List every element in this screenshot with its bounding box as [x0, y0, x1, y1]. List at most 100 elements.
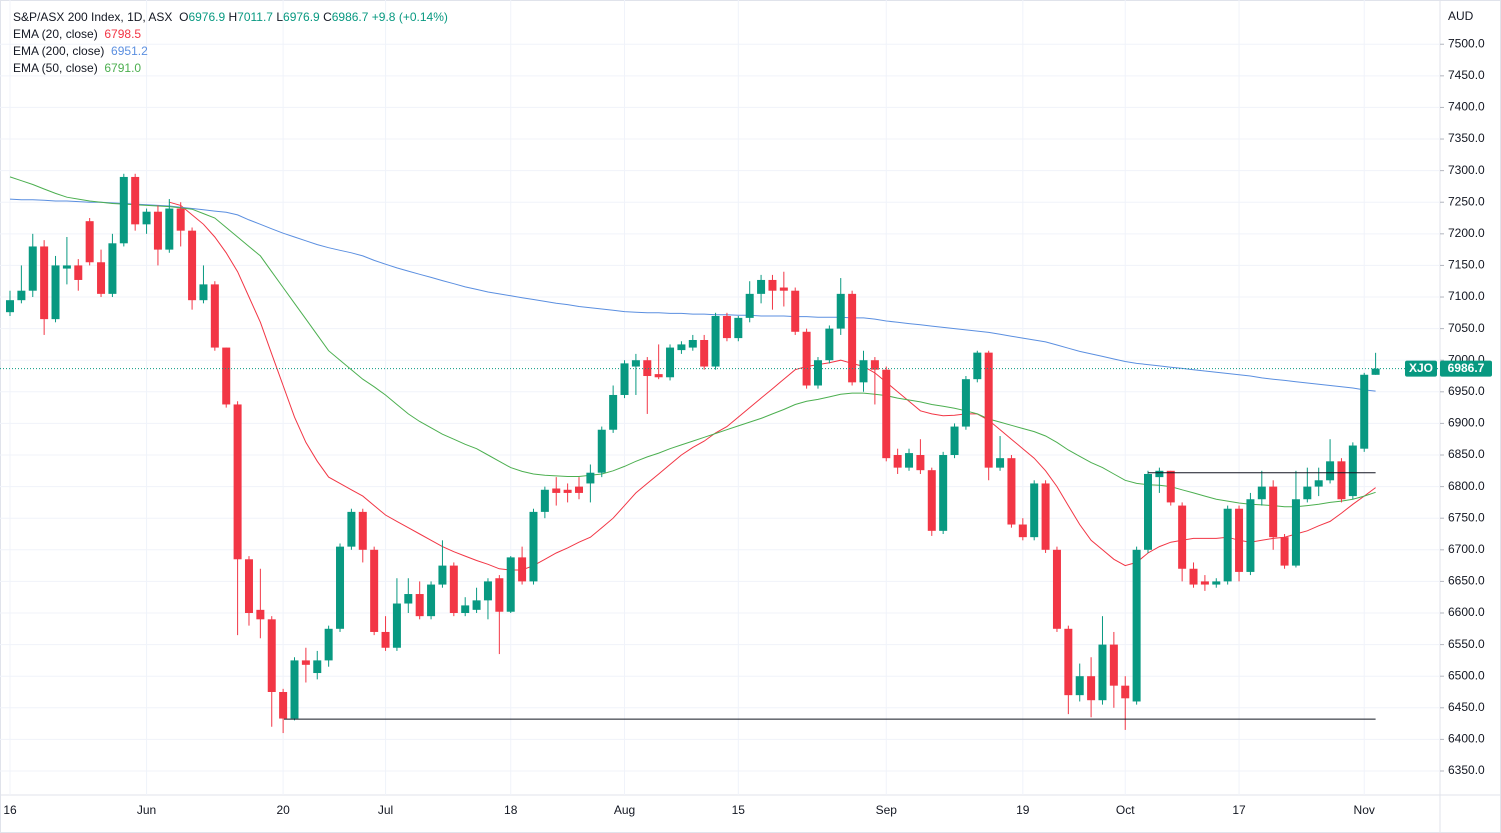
candle-body	[404, 594, 413, 604]
candle-body	[85, 221, 94, 263]
x-tick-label: Oct	[1116, 803, 1135, 817]
candle-body	[1291, 499, 1300, 566]
candle-body	[563, 489, 572, 493]
currency-label: AUD	[1448, 9, 1474, 23]
y-tick-label: 6750.0	[1448, 510, 1485, 524]
indicator-legend: EMA (20, close) 6798.5 EMA (200, close) 6…	[13, 26, 448, 77]
candle-body	[449, 565, 458, 613]
candle-body	[461, 605, 470, 613]
candle-body	[609, 394, 618, 430]
candle-body	[654, 374, 663, 378]
y-tick-label: 7050.0	[1448, 321, 1485, 335]
legend-entry: EMA (50, close) 6791.0	[13, 60, 448, 77]
candle-body	[836, 293, 845, 329]
candle-body	[1360, 374, 1369, 449]
candle-body	[620, 363, 629, 395]
candle-body	[1246, 499, 1255, 572]
candle-body	[267, 619, 276, 692]
candle-body	[324, 628, 333, 661]
candle-body	[1030, 483, 1039, 538]
candle-body	[882, 369, 891, 459]
candle-body	[97, 262, 106, 294]
candle-body	[108, 243, 117, 294]
quote: O6976.9 H7011.7 L6976.9 C6986.7	[179, 10, 372, 24]
chart-title: S&P/ASX 200 Index, 1D, ASX	[13, 10, 173, 24]
candle-body	[51, 265, 60, 320]
candle-body	[711, 315, 720, 367]
y-tick-label: 7100.0	[1448, 289, 1485, 303]
candle-body	[199, 284, 208, 301]
y-tick-label: 6450.0	[1448, 700, 1485, 714]
x-tick-label: 19	[1016, 803, 1030, 817]
quote-key: C	[323, 10, 332, 24]
quote-value: 7011.7	[237, 10, 273, 24]
candle-body	[575, 486, 583, 493]
candle-body	[1098, 644, 1107, 701]
x-tick-label: Sep	[876, 803, 898, 817]
y-tick-label: 6700.0	[1448, 542, 1485, 556]
y-tick-label: 6600.0	[1448, 605, 1485, 619]
candle-body	[1371, 368, 1380, 375]
x-tick-label: Nov	[1354, 803, 1375, 817]
candle-body	[518, 557, 527, 582]
candle-body	[1235, 508, 1244, 572]
candle-body	[1200, 581, 1209, 585]
candle-body	[1155, 470, 1164, 478]
y-tick-label: 7200.0	[1448, 226, 1485, 240]
y-tick-label: 6850.0	[1448, 447, 1485, 461]
candle-body	[734, 317, 743, 339]
candle-body	[438, 565, 447, 585]
candle-body	[950, 426, 959, 456]
candle-body	[757, 279, 766, 294]
symbol-label: XJO	[1409, 361, 1433, 375]
candle-body	[745, 293, 754, 318]
candle-body	[17, 290, 26, 301]
candle-body	[279, 691, 288, 719]
candle-body	[1314, 480, 1323, 487]
legend-value: 6798.5	[104, 27, 142, 41]
x-tick-label: Jun	[137, 803, 156, 817]
candle-body	[256, 609, 265, 620]
candle-body	[961, 379, 970, 427]
candle-body	[472, 600, 481, 610]
legend-name: EMA (200, close)	[13, 44, 105, 58]
candle-body	[74, 265, 83, 280]
legend-name: EMA (50, close)	[13, 61, 98, 75]
candle-body	[1212, 581, 1221, 585]
y-tick-label: 6800.0	[1448, 479, 1485, 493]
candle-body	[427, 584, 436, 617]
candle-body	[700, 339, 709, 367]
candle-body	[392, 603, 401, 648]
candle-body	[905, 453, 914, 468]
y-tick-label: 7400.0	[1448, 100, 1485, 114]
candle-body	[1087, 676, 1096, 701]
candle-body	[631, 360, 640, 367]
candle-body	[1041, 483, 1050, 550]
quote-key: L	[276, 10, 284, 24]
candle-body	[1052, 549, 1061, 629]
candle-body	[677, 344, 686, 351]
candle-body	[131, 176, 140, 225]
y-tick-label: 6950.0	[1448, 384, 1485, 398]
candle-body	[996, 458, 1005, 468]
candle-body	[1132, 549, 1141, 702]
candle-body	[1280, 537, 1289, 566]
candle-body	[301, 660, 310, 665]
x-tick-label: Jul	[378, 803, 393, 817]
change-pct: (+0.14%)	[398, 10, 448, 24]
candle-body	[28, 246, 37, 291]
y-tick-label: 6500.0	[1448, 668, 1485, 682]
quote-value: 6976.9	[283, 10, 320, 24]
ema-line	[169, 201, 1376, 571]
candle-body	[1257, 486, 1266, 500]
candle-body	[529, 511, 538, 582]
candle-body	[233, 404, 242, 560]
candle-body	[1178, 505, 1187, 569]
candle-body	[893, 455, 902, 468]
quote-key: H	[228, 10, 238, 24]
candle-body	[1018, 524, 1027, 538]
candle-body	[768, 279, 777, 291]
candle-body	[176, 208, 185, 231]
